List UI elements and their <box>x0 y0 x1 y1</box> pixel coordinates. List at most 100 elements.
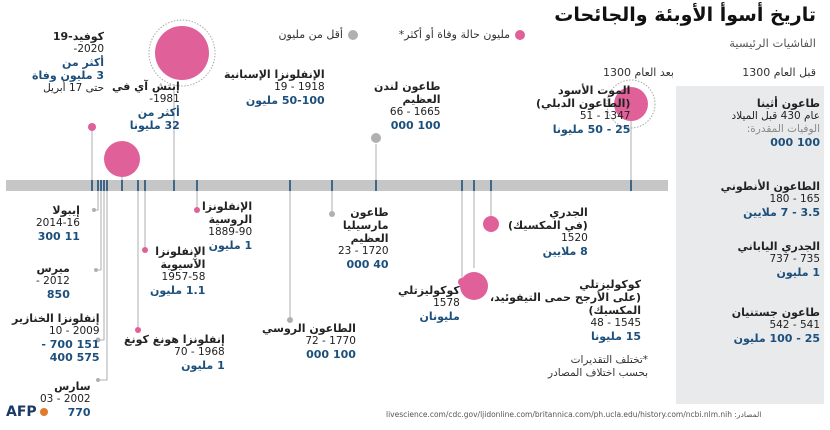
event-name: الطاعون الأنطوني <box>720 180 820 193</box>
timeline-bar <box>6 180 668 191</box>
event-name-3: المكسيك) <box>588 304 642 317</box>
afp-logo: AFP <box>6 404 49 420</box>
bubble-marseille <box>329 211 335 217</box>
event-hongkong-flu: إنفلونزا هونغ كونغ 1968 - 70 1 مليون <box>124 333 225 372</box>
event-smallpox-mexico: الجدري (في المكسيك) 1520 8 ملايين <box>508 206 588 258</box>
event-london: طاعون لندن العظيم 1665 - 66 100 000 <box>374 80 440 132</box>
event-name: الطاعون الروسي <box>262 322 356 335</box>
event-deaths: 100 000 <box>770 136 820 149</box>
event-period: 2002 - 03 <box>40 393 91 405</box>
bubble-ebola <box>92 208 96 212</box>
event-name: الإنفلونزا الإسبانية <box>224 68 325 81</box>
event-justinian: طاعون جستنيان 541 - 542 25 - 100 مليون <box>732 306 820 345</box>
event-deaths-suffix: حتى 17 أبريل <box>43 82 105 94</box>
event-deaths: 25 - 50 مليونا <box>552 123 631 136</box>
bubble-smallpox-mex <box>483 216 499 232</box>
event-name: ميرس <box>36 262 70 275</box>
event-period: 2020- <box>73 43 105 55</box>
bubble-sars <box>96 378 100 382</box>
legend-less-million: أقل من مليون <box>278 28 358 41</box>
event-covid: كوفيد-19 2020- أكثر من 3 مليون وفاة حتى … <box>32 30 104 95</box>
event-cocoliztli-1545: كوكوليزتلي (على الأرجح حمى التيفوئيد، ال… <box>490 278 641 343</box>
event-deaths: 8 ملايين <box>542 245 588 258</box>
afp-logo-text: AFP <box>6 404 37 420</box>
event-name-2: مارسيليا <box>342 219 389 232</box>
event-period: 1720 - 23 <box>338 245 389 257</box>
event-period: 2014-16 <box>36 217 80 229</box>
ring-black-death <box>606 79 656 129</box>
event-name: إنتش آي في <box>112 80 180 93</box>
ancient-panel <box>676 86 824 404</box>
event-antonine: الطاعون الأنطوني 165 - 180 3.5 - 7 ملايي… <box>721 180 820 219</box>
event-name: الإنفلونزا <box>202 200 253 213</box>
event-name: الإنفلونزا <box>155 245 206 258</box>
bubble-spanish-flu <box>155 26 209 80</box>
sources: المصادر: livescience.com/cdc.gov/ljidonl… <box>386 410 761 419</box>
event-marseille: طاعون مارسيليا العظيم 1720 - 23 40 000 <box>338 206 389 271</box>
legend-pink-dot <box>515 29 525 40</box>
event-deaths: 40 000 <box>346 258 389 271</box>
event-athens: طاعون أثينا عام 430 قبل الميلاد الوفيات … <box>732 97 820 149</box>
event-name: إنفلونزا هونغ كونغ <box>124 333 225 346</box>
event-name: الجدري <box>549 206 588 219</box>
event-deaths: 1 مليون <box>181 359 225 372</box>
bubble-hiv <box>104 141 140 177</box>
footnote-line-1: *تختلف التقديرات <box>570 354 649 366</box>
ring-spanish-flu <box>148 19 216 87</box>
event-deaths: 11 300 <box>37 230 80 243</box>
legend-gray-dot <box>348 29 358 40</box>
event-sars: سارس 2002 - 03 770 <box>40 380 91 419</box>
event-black-death: الموت الأسود (الطاعون الدبلي) 1347 - 51 … <box>536 84 630 136</box>
event-name-3: العظيم <box>350 232 389 245</box>
event-name-2: (على الأرجح حمى التيفوئيد، <box>490 291 642 304</box>
event-period: 1981- <box>149 93 180 105</box>
event-period: 1968 - 70 <box>174 346 225 358</box>
event-period: 165 - 180 <box>769 193 820 205</box>
event-deaths-prefix: أكثر من <box>62 56 105 69</box>
page-title: تاريخ أسوأ الأوبئة والجائحات <box>554 4 816 26</box>
event-name: إيبولا <box>52 204 80 217</box>
event-name: الموت الأسود <box>558 84 631 97</box>
afp-logo-icon <box>39 408 48 416</box>
event-deaths: 50-100 مليون <box>245 94 325 107</box>
event-name: طاعون <box>350 206 389 219</box>
event-name-2: (في المكسيك) <box>508 219 588 232</box>
event-name-2: (الطاعون الدبلي) <box>536 97 631 110</box>
timeline-ticks <box>91 180 632 191</box>
event-deaths: 3.5 - 7 ملايين <box>743 206 820 219</box>
bubble-london <box>371 133 381 143</box>
bubble-asian-flu <box>142 247 148 253</box>
event-deaths: 100 000 <box>390 119 441 132</box>
event-period: 1918 - 19 <box>274 81 325 93</box>
event-period: 2012 - <box>36 275 70 287</box>
era-after: بعد العام 1300 <box>602 66 674 79</box>
event-name: كوكوليزتلي <box>579 278 642 291</box>
bubble-hk-flu <box>135 327 141 333</box>
bubble-russian-flu <box>194 207 200 213</box>
event-name: طاعون جستنيان <box>731 306 820 319</box>
page-subtitle: الفاشيات الرئيسية <box>729 36 816 50</box>
event-name-2: الروسية <box>208 213 253 226</box>
event-deaths-prefix: أكثر من <box>137 106 180 119</box>
event-russian-flu: الإنفلونزا الروسية 1889-90 1 مليون <box>202 200 252 252</box>
event-mers: ميرس 2012 - 850 <box>36 262 70 301</box>
bubble-swine <box>95 337 101 343</box>
event-period: 1347 - 51 <box>579 110 631 122</box>
bubble-covid <box>88 123 96 131</box>
sources-label: المصادر: <box>734 410 762 419</box>
event-ebola: إيبولا 2014-16 11 300 <box>36 204 80 243</box>
event-deaths-2: 575 400 <box>49 351 100 364</box>
event-period: 1578 <box>433 297 460 309</box>
event-asian-flu: الإنفلونزا الآسيوية 1957-58 1.1 مليون <box>150 245 205 297</box>
connectors <box>91 86 632 381</box>
event-deaths: 1 مليون <box>776 266 820 279</box>
bubbles <box>88 19 656 382</box>
sources-text: livescience.com/cdc.gov/ljidonline.com/b… <box>386 410 732 419</box>
event-hiv: إنتش آي في 1981- أكثر من 32 مليونا <box>112 80 180 132</box>
event-name: كوفيد-19 <box>52 30 105 43</box>
event-swine-flu: إنفلونزا الخنازير 2009 - 10 151 700 - 57… <box>12 312 100 364</box>
event-extra: الوفيات المقدرة: <box>746 123 820 135</box>
bubble-mers <box>94 268 98 272</box>
event-name: طاعون لندن <box>374 80 441 93</box>
